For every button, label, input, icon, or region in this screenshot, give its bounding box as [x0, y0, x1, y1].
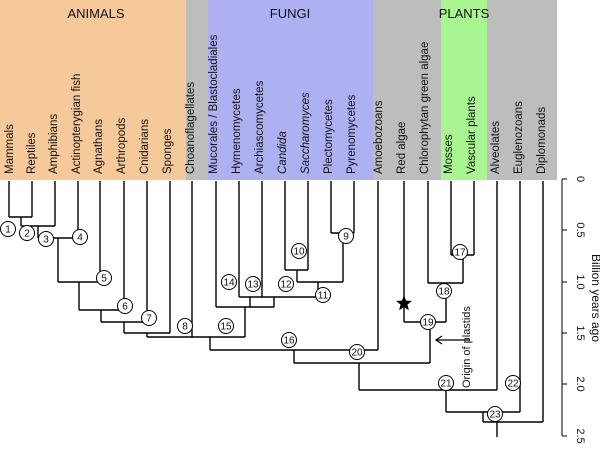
taxon-label-chlorophytan-green-algae: Chlorophytan green algae [419, 42, 431, 174]
svg-text:13: 13 [247, 280, 259, 291]
svg-text:21: 21 [440, 379, 452, 390]
node-18: 18 [436, 283, 452, 299]
tick-label-0: 0 [574, 176, 586, 182]
animals-band [0, 0, 186, 180]
node-3: 3 [38, 231, 54, 247]
svg-text:4: 4 [77, 233, 83, 244]
svg-text:7: 7 [146, 314, 152, 325]
svg-text:18: 18 [438, 287, 450, 298]
plastid-origin-annotation: Origin of plastids [461, 306, 473, 388]
svg-text:2: 2 [24, 229, 30, 240]
node-13: 13 [245, 276, 261, 292]
node-9: 9 [338, 228, 354, 244]
svg-text:8: 8 [182, 322, 188, 333]
fungi-band [208, 0, 373, 180]
taxon-label-candida: Candida [277, 131, 289, 174]
taxon-label-arthropods: Arthropods [116, 117, 128, 174]
tree-branches [8, 181, 544, 437]
taxon-label-choanoflagellates: Choanoflagellates [185, 82, 197, 174]
taxon-label-saccharomyces: Saccharomyces [300, 92, 312, 174]
taxon-label-archiascomycetes: Archiascomycetes [254, 80, 266, 174]
tick-label-1.0: 1.0 [574, 274, 586, 289]
svg-text:22: 22 [507, 379, 519, 390]
node-11: 11 [315, 287, 331, 303]
node-circles: 1 2 3 4 5 6 7 8 9 10 11 12 13 14 15 16 1… [0, 221, 521, 422]
taxon-label-agnathans: Agnathans [93, 119, 105, 174]
svg-text:10: 10 [293, 247, 305, 258]
node-22: 22 [505, 375, 521, 391]
node-1: 1 [0, 221, 16, 237]
group-label-fungi: FUNGI [270, 6, 310, 21]
node-10: 10 [291, 243, 307, 259]
svg-text:15: 15 [220, 322, 232, 333]
svg-text:3: 3 [43, 235, 49, 246]
axis-ticks [562, 178, 567, 437]
svg-text:12: 12 [280, 280, 292, 291]
taxon-label-diplomonads: Diplomonads [536, 107, 548, 174]
tick-label-1.5: 1.5 [574, 325, 586, 340]
grey-band-1 [373, 0, 441, 180]
taxon-label-amoebozoans: Amoebozoans [373, 100, 385, 174]
node-23: 23 [487, 406, 503, 422]
svg-text:9: 9 [343, 232, 349, 243]
taxon-label-amphibians: Amphibians [48, 114, 60, 174]
taxon-label-plectomycetes: Plectomycetes [323, 99, 335, 174]
taxon-label-mosses: Mosses [443, 134, 455, 174]
svg-text:20: 20 [351, 348, 363, 359]
svg-text:23: 23 [489, 410, 501, 421]
node-7: 7 [141, 310, 157, 326]
taxon-label-sponges: Sponges [162, 128, 174, 174]
node-19: 19 [420, 314, 436, 330]
node-4: 4 [72, 229, 88, 245]
group-label-animals: ANIMALS [67, 6, 124, 21]
star-icon [396, 295, 412, 311]
taxon-label-actinopterygian-fish: Actinopterygian fish [71, 74, 83, 174]
group-label-plants: PLANTS [439, 6, 490, 21]
fungi-band-choano [186, 0, 208, 180]
taxon-label-mucorales-blastocladiales: Mucorales / Blastocladiales [208, 34, 220, 174]
node-12: 12 [278, 276, 294, 292]
taxon-label-vascular-plants: Vascular plants [466, 96, 478, 174]
svg-text:17: 17 [454, 248, 466, 259]
taxon-label-alveolates: Alveolates [490, 121, 502, 174]
tick-label-2.0: 2.0 [574, 376, 586, 391]
taxon-label-pyrenomycetes: Pyrenomycetes [346, 94, 358, 174]
node-8: 8 [177, 318, 193, 334]
svg-text:5: 5 [101, 274, 107, 285]
taxon-label-hymenomycetes: Hymenomycetes [231, 88, 243, 174]
taxon-label-red-algae: Red algae [396, 122, 408, 174]
svg-text:16: 16 [283, 336, 295, 347]
plants-band [441, 0, 487, 180]
taxon-label-euglenozoans: Euglenozoans [513, 101, 525, 174]
node-14: 14 [221, 274, 237, 290]
svg-text:11: 11 [318, 291, 329, 302]
node-21: 21 [438, 375, 454, 391]
node-15: 15 [218, 318, 234, 334]
grey-band-2 [487, 0, 557, 180]
node-6: 6 [117, 298, 133, 314]
svg-text:6: 6 [122, 302, 128, 313]
node-5: 5 [96, 270, 112, 286]
node-17: 17 [452, 244, 468, 260]
taxon-label-reptiles: Reptiles [26, 132, 38, 174]
time-axis: 0 0.5 1.0 1.5 2.0 2.5 Billion years ago [561, 176, 600, 444]
svg-text:1: 1 [5, 225, 11, 236]
node-20: 20 [349, 344, 365, 360]
tick-label-0.5: 0.5 [574, 222, 586, 237]
axis-title: Billion years ago [589, 254, 600, 342]
svg-text:14: 14 [223, 278, 235, 289]
taxon-label-mammals: Mammals [4, 124, 16, 174]
tick-label-2.5: 2.5 [574, 428, 586, 443]
plastid-arrow [434, 335, 470, 345]
taxon-label-cnidarians: Cnidarians [139, 119, 151, 174]
svg-text:19: 19 [422, 318, 434, 329]
node-16: 16 [281, 332, 297, 348]
node-2: 2 [19, 225, 35, 241]
